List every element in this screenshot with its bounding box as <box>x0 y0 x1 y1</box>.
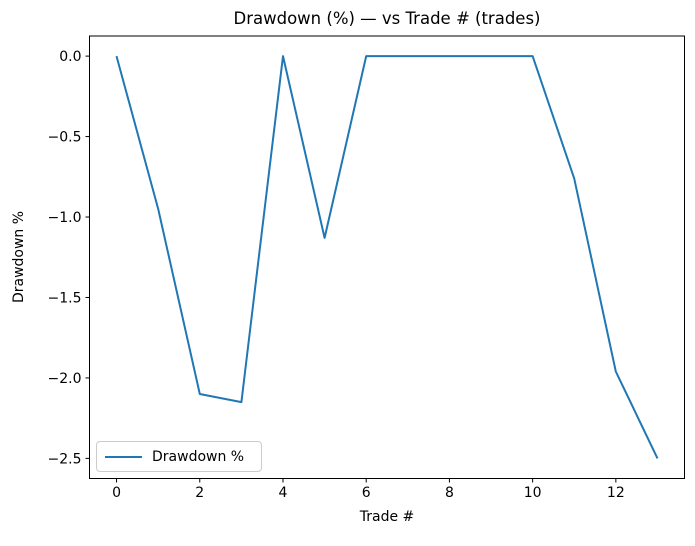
x-tick-label: 10 <box>524 485 542 501</box>
x-tick-label: 6 <box>362 485 371 501</box>
y-tick-label: −1.5 <box>48 290 82 306</box>
y-tick-label: −2.0 <box>48 371 82 387</box>
x-tick-label: 4 <box>279 485 288 501</box>
x-tick-label: 8 <box>445 485 454 501</box>
x-tick-label: 0 <box>112 485 121 501</box>
y-tick-label: 0.0 <box>59 49 81 65</box>
legend-line-sample <box>105 455 142 458</box>
legend: Drawdown % <box>96 441 262 472</box>
x-tick-label: 12 <box>607 485 625 501</box>
y-tick-label: −1.0 <box>48 210 82 226</box>
y-tick-label: −0.5 <box>48 130 82 146</box>
x-axis-label: Trade # <box>359 509 415 525</box>
x-tick-label: 2 <box>195 485 204 501</box>
drawdown-line-series <box>115 55 659 459</box>
chart-title: Drawdown (%) — vs Trade # (trades) <box>233 9 541 28</box>
y-tick-label: −2.5 <box>48 451 82 467</box>
legend-entry-label: Drawdown % <box>152 448 245 465</box>
axes-spines <box>89 35 685 479</box>
